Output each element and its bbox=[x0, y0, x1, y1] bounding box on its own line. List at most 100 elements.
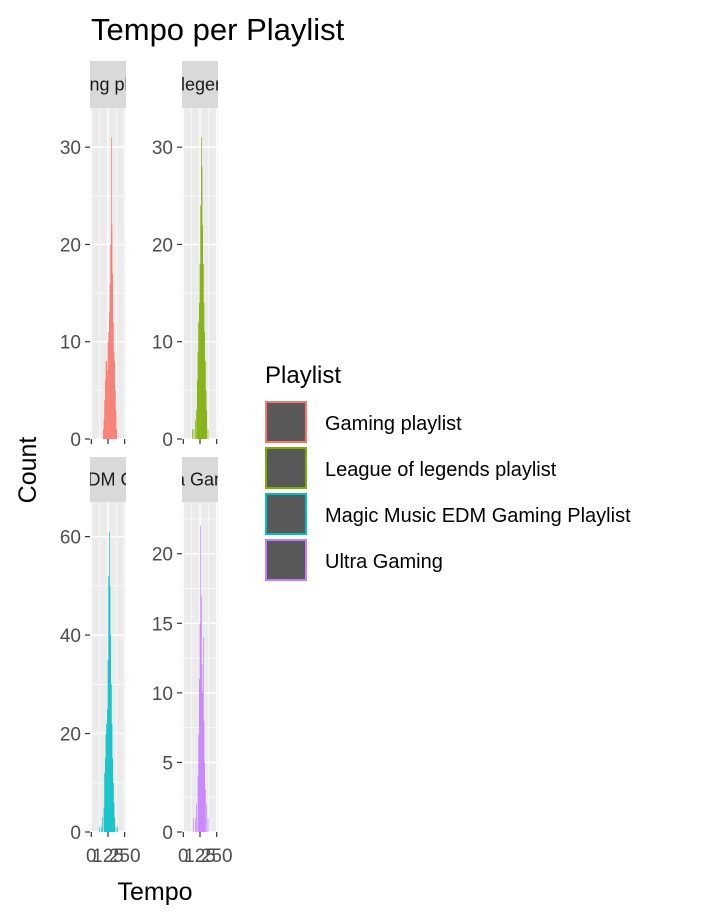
histogram-bar bbox=[112, 758, 113, 832]
y-tick-label: 5 bbox=[162, 753, 173, 774]
facet-panel: Magic Music EDM Gaming Playlist020406001… bbox=[0, 457, 246, 867]
histogram-bar bbox=[113, 322, 114, 439]
histogram-bar bbox=[202, 225, 203, 439]
x-tick-label: 0 bbox=[86, 846, 97, 867]
y-tick-label: 0 bbox=[162, 430, 173, 451]
y-tick-label: 10 bbox=[152, 684, 173, 705]
histogram-bar bbox=[199, 263, 201, 439]
histogram-bar bbox=[205, 390, 207, 439]
facet-strip-label: Magic Music EDM Gaming Playlist bbox=[0, 470, 246, 490]
histogram-bar bbox=[115, 390, 116, 439]
histogram-bar bbox=[107, 370, 108, 439]
facet-strip bbox=[182, 61, 218, 108]
legend-item: Magic Music EDM Gaming Playlist bbox=[265, 493, 631, 535]
histogram-bar bbox=[204, 762, 205, 832]
facet-strip bbox=[90, 61, 126, 108]
histogram-bar bbox=[198, 322, 199, 439]
histogram-bar bbox=[105, 361, 107, 439]
histogram-bar bbox=[206, 804, 207, 832]
histogram-bar bbox=[115, 827, 117, 832]
histogram-bar bbox=[199, 623, 201, 832]
histogram-bar bbox=[203, 720, 205, 832]
histogram-bar bbox=[205, 361, 206, 439]
y-tick-label: 20 bbox=[152, 235, 173, 256]
histogram-bar bbox=[207, 818, 209, 832]
facet-strip bbox=[90, 457, 126, 502]
legend-swatch bbox=[265, 447, 307, 489]
histogram-bar bbox=[206, 409, 207, 439]
y-tick-label: 15 bbox=[152, 614, 173, 635]
legend-item: League of legends playlist bbox=[265, 447, 557, 489]
y-tick-label: 0 bbox=[70, 823, 81, 844]
legend-swatch bbox=[265, 401, 307, 443]
y-tick-label: 10 bbox=[60, 333, 81, 354]
chart-title: Tempo per Playlist bbox=[91, 12, 345, 47]
y-axis-title: Count bbox=[14, 437, 42, 504]
y-tick-label: 20 bbox=[152, 545, 173, 566]
y-tick-label: 60 bbox=[60, 528, 81, 549]
histogram-bar bbox=[196, 409, 197, 439]
histogram-bar bbox=[199, 678, 200, 832]
histogram-bar bbox=[201, 137, 202, 440]
x-tick-label: 0 bbox=[178, 846, 189, 867]
x-axis-title: Tempo bbox=[117, 878, 192, 906]
y-tick-label: 40 bbox=[60, 626, 81, 647]
x-tick-label: 250 bbox=[109, 846, 141, 867]
histogram-bar bbox=[109, 283, 111, 439]
histogram-bar bbox=[108, 576, 109, 832]
histogram-bar bbox=[102, 817, 103, 832]
histogram-bar bbox=[103, 419, 105, 439]
legend-label: League of legends playlist bbox=[325, 459, 557, 481]
histogram-bar bbox=[197, 351, 199, 439]
facet-panel: Gaming playlist 0 10 20 30 bbox=[60, 61, 126, 451]
legend-title: Playlist bbox=[265, 362, 341, 389]
histogram-bar bbox=[111, 225, 113, 439]
legend-item: Ultra Gaming bbox=[265, 539, 443, 581]
histogram-bar bbox=[111, 684, 112, 832]
histogram-bar bbox=[109, 312, 110, 439]
histogram-bar bbox=[202, 692, 203, 832]
x-tick-label: 125 bbox=[92, 846, 124, 867]
histogram-bar bbox=[110, 244, 111, 439]
histogram-bar bbox=[113, 351, 115, 439]
histogram-bar bbox=[204, 332, 205, 439]
histogram-bar bbox=[114, 817, 115, 832]
histogram-bar bbox=[113, 782, 114, 832]
legend-swatch bbox=[265, 539, 307, 581]
legend-swatch bbox=[265, 493, 307, 535]
legend-label: Gaming playlist bbox=[325, 413, 462, 435]
histogram-bar bbox=[101, 827, 102, 832]
y-tick-label: 20 bbox=[60, 235, 81, 256]
histogram-bar bbox=[112, 273, 113, 439]
histogram-bar bbox=[193, 818, 194, 832]
histogram-bar bbox=[105, 380, 106, 439]
histogram-bar bbox=[116, 429, 117, 439]
histogram-bar bbox=[103, 807, 105, 832]
histogram-bar bbox=[197, 776, 199, 832]
x-tick-label: 250 bbox=[201, 846, 233, 867]
histogram-bar bbox=[198, 734, 199, 832]
histogram-bar bbox=[107, 341, 109, 439]
histogram-bar bbox=[106, 723, 107, 832]
y-tick-label: 0 bbox=[70, 430, 81, 451]
histogram-bar bbox=[105, 733, 107, 832]
legend-label: Magic Music EDM Gaming Playlist bbox=[325, 505, 631, 527]
histogram-bar bbox=[109, 585, 111, 832]
histogram-bar bbox=[104, 400, 105, 439]
histogram-bar bbox=[103, 429, 104, 439]
histogram-bar bbox=[203, 263, 204, 439]
facet-panel: League of legends playlist 0 10 20 30 bbox=[152, 61, 218, 451]
y-tick-label: 30 bbox=[60, 138, 81, 159]
legend-item: Gaming playlist bbox=[265, 401, 462, 443]
histogram-bar bbox=[117, 827, 118, 832]
histogram-bar bbox=[201, 595, 202, 832]
histogram-bar bbox=[193, 429, 195, 439]
histogram-bar bbox=[192, 429, 193, 439]
histogram-bar bbox=[205, 790, 206, 832]
histogram-bar bbox=[108, 332, 109, 439]
histogram-bar bbox=[197, 380, 198, 439]
histogram-bar bbox=[106, 361, 107, 439]
histogram-bar bbox=[107, 659, 109, 832]
